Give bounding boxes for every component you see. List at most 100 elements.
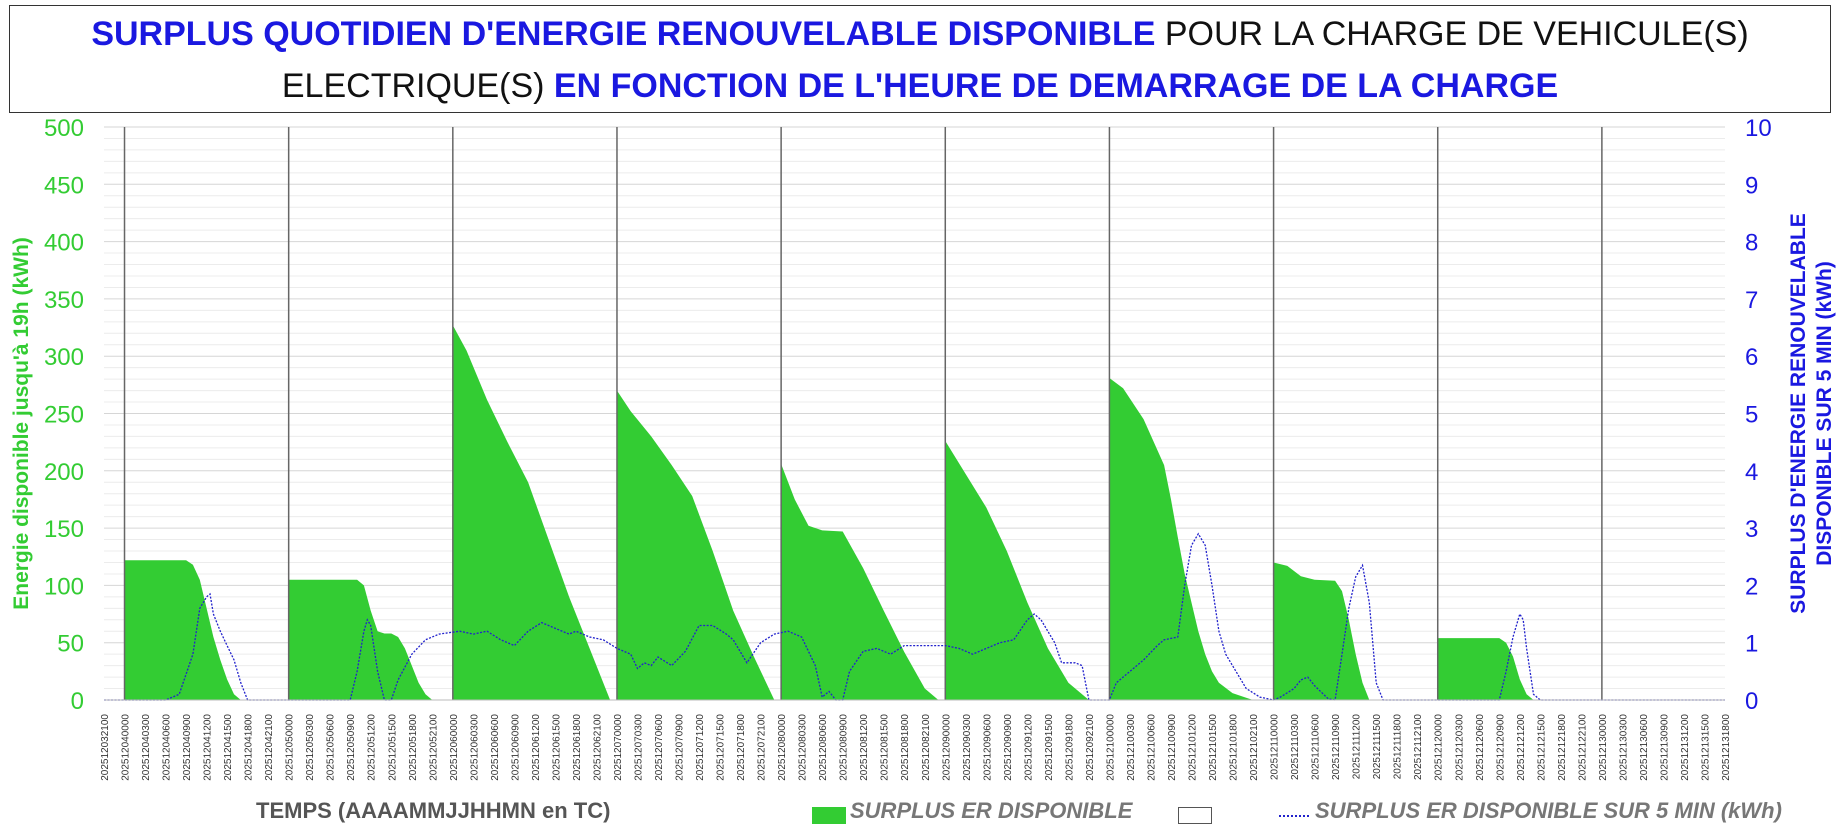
y-right-axis-title-line-2: DISPONIBLE SUR 5 MIN (kWh) bbox=[1813, 261, 1836, 566]
x-tick-label: 202512111200 bbox=[1352, 714, 1363, 780]
x-tick-label: 202512072100 bbox=[757, 714, 768, 781]
area-series-surplus bbox=[104, 325, 1725, 700]
x-tick-label: 202512061500 bbox=[551, 714, 562, 781]
x-tick-label: 202512111800 bbox=[1393, 714, 1404, 780]
x-tick-label: 202512120900 bbox=[1495, 714, 1506, 781]
x-tick-label: 202512060600 bbox=[490, 714, 501, 781]
y-right-tick-label: 2 bbox=[1745, 573, 1758, 600]
x-tick-label: 202512101200 bbox=[1188, 714, 1199, 781]
x-tick-label: 202512121200 bbox=[1516, 714, 1527, 781]
x-tick-label: 202512041500 bbox=[223, 714, 234, 781]
y-right-tick-label: 5 bbox=[1745, 402, 1758, 429]
chart-title-part-4: EN FONCTION DE L'HEURE DE DEMARRAGE DE L… bbox=[553, 67, 1559, 105]
y-left-tick-label: 200 bbox=[44, 459, 84, 486]
y-left-tick-label: 300 bbox=[44, 344, 84, 371]
x-tick-label: 202512062100 bbox=[593, 714, 604, 781]
x-tick-label: 202512070900 bbox=[675, 714, 686, 781]
x-tick-label: 202512080000 bbox=[777, 714, 788, 781]
x-tick-label: 202512100300 bbox=[1126, 714, 1137, 781]
x-tick-label: 202512101800 bbox=[1229, 714, 1240, 781]
x-tick-label: 202512080600 bbox=[818, 714, 829, 781]
x-tick-label: 202512071800 bbox=[736, 714, 747, 781]
x-tick-label: 202512051500 bbox=[387, 714, 398, 781]
x-tick-label: 202512102100 bbox=[1249, 714, 1260, 781]
chart-title-part-2: POUR LA CHARGE DE VEHICULE(S) bbox=[1155, 15, 1749, 53]
x-tick-label: 202512130300 bbox=[1618, 714, 1629, 781]
y-right-tick-label: 10 bbox=[1745, 115, 1772, 142]
x-tick-label: 202512071500 bbox=[716, 714, 727, 781]
x-tick-label: 202512130600 bbox=[1639, 714, 1650, 781]
y-left-tick-label: 400 bbox=[44, 230, 84, 257]
y-right-tick-label: 4 bbox=[1745, 459, 1758, 486]
x-tick-label: 202512092100 bbox=[1085, 714, 1096, 781]
x-tick-label: 202512051800 bbox=[408, 714, 419, 781]
y-right-tick-label: 8 bbox=[1745, 230, 1758, 257]
x-tick-label: 202512091800 bbox=[1064, 714, 1075, 781]
legend-swatch-area bbox=[812, 807, 846, 824]
x-tick-label: 202512100600 bbox=[1147, 714, 1158, 781]
chart-title-part-3: ELECTRIQUE(S) bbox=[281, 67, 554, 105]
chart-title-line-1: SURPLUS QUOTIDIEN D'ENERGIE RENOUVELABLE… bbox=[10, 8, 1830, 60]
y-right-tick-label: 7 bbox=[1745, 287, 1758, 314]
x-axis-title: TEMPS (AAAAMMJJHHMN en TC) bbox=[256, 798, 611, 823]
x-tick-label: 202512081500 bbox=[880, 714, 891, 781]
x-tick-label: 202512130000 bbox=[1598, 714, 1609, 781]
x-tick-label: 202512120000 bbox=[1434, 714, 1445, 781]
x-tick-label: 202512040900 bbox=[182, 714, 193, 781]
chart-title-line-2: ELECTRIQUE(S) EN FONCTION DE L'HEURE DE … bbox=[10, 60, 1830, 112]
chart-title-part-1: SURPLUS QUOTIDIEN D'ENERGIE RENOUVELABLE… bbox=[91, 15, 1156, 53]
chart-title-box: SURPLUS QUOTIDIEN D'ENERGIE RENOUVELABLE… bbox=[9, 5, 1831, 113]
y-right-axis-title-line-1: SURPLUS D'ENERGIE RENOUVELABLE bbox=[1787, 213, 1810, 614]
x-tick-label: 202512131200 bbox=[1680, 714, 1691, 781]
x-tick-label: 202512120300 bbox=[1454, 714, 1465, 781]
x-tick-label: 202512041800 bbox=[244, 714, 255, 781]
x-tick-label: 202512120600 bbox=[1475, 714, 1486, 781]
x-tick-label: 202512101500 bbox=[1208, 714, 1219, 781]
x-tick-label: 202512060900 bbox=[510, 714, 521, 781]
x-tick-label: 202512052100 bbox=[428, 714, 439, 781]
x-tick-label: 202512112100 bbox=[1413, 714, 1424, 780]
x-tick-label: 202512050000 bbox=[285, 714, 296, 781]
x-tick-label: 202512091500 bbox=[1044, 714, 1055, 781]
x-tick-label: 202512070600 bbox=[654, 714, 665, 781]
x-tick-label: 202512060300 bbox=[469, 714, 480, 781]
x-tick-label: 202512070000 bbox=[613, 714, 624, 781]
x-tick-label: 202512050300 bbox=[305, 714, 316, 781]
x-tick-label: 202512100000 bbox=[1105, 714, 1116, 781]
x-tick-label: 202512131800 bbox=[1721, 714, 1732, 781]
x-tick-label: 202512040000 bbox=[121, 714, 132, 781]
x-tick-label: 202512090600 bbox=[982, 714, 993, 781]
x-tick-label: 202512042100 bbox=[264, 714, 275, 781]
y-left-tick-label: 500 bbox=[44, 115, 84, 142]
x-tick-label: 202512131500 bbox=[1701, 714, 1712, 781]
x-tick-label: 202512070300 bbox=[634, 714, 645, 781]
x-tick-label: 202512061800 bbox=[572, 714, 583, 781]
x-tick-label: 202512110600 bbox=[1311, 714, 1322, 780]
y-right-tick-label: 3 bbox=[1745, 516, 1758, 543]
x-tick-label: 202512090900 bbox=[1003, 714, 1014, 781]
y-left-tick-label: 0 bbox=[71, 688, 84, 715]
legend-label-area: SURPLUS ER DISPONIBLE bbox=[850, 798, 1133, 823]
y-left-tick-label: 350 bbox=[44, 287, 84, 314]
x-tick-label: 202512110000 bbox=[1270, 714, 1281, 780]
legend-swatch-empty bbox=[1178, 807, 1212, 824]
y-left-tick-label: 450 bbox=[44, 172, 84, 199]
x-tick-label: 202512081800 bbox=[900, 714, 911, 781]
x-tick-label: 202512080300 bbox=[798, 714, 809, 781]
x-tick-label: 202512110300 bbox=[1290, 714, 1301, 780]
x-tick-label: 202512061200 bbox=[531, 714, 542, 781]
x-tick-label: 202512110900 bbox=[1331, 714, 1342, 780]
legend-swatch-line bbox=[1279, 815, 1309, 817]
x-tick-label: 202512091200 bbox=[1023, 714, 1034, 781]
y-left-tick-label: 150 bbox=[44, 516, 84, 543]
x-tick-label: 202512111500 bbox=[1372, 714, 1383, 780]
y-right-tick-label: 9 bbox=[1745, 172, 1758, 199]
y-right-tick-label: 1 bbox=[1745, 631, 1758, 658]
y-left-tick-label: 50 bbox=[57, 631, 84, 658]
legend-label-line: SURPLUS ER DISPONIBLE SUR 5 MIN (kWh) bbox=[1315, 798, 1782, 823]
x-tick-label: 202512060000 bbox=[449, 714, 460, 781]
y-left-axis-title: Energie disponible jusqu'à 19h (kWh) bbox=[10, 237, 33, 610]
x-tick-label: 202512050600 bbox=[326, 714, 337, 781]
x-tick-label: 202512121500 bbox=[1536, 714, 1547, 781]
